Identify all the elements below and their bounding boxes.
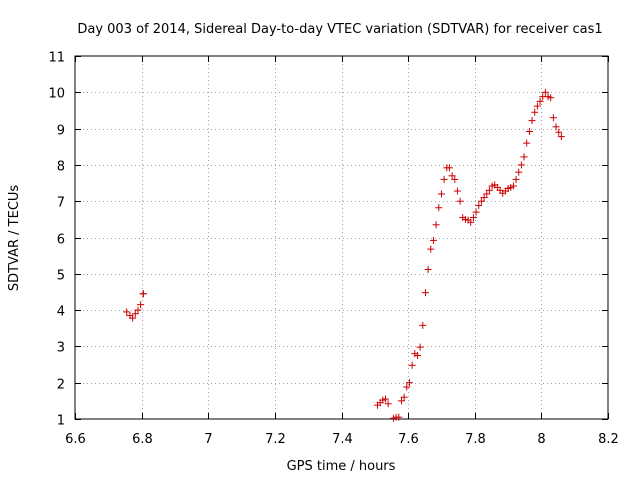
data-point bbox=[485, 186, 493, 194]
y-tick-label: 6 bbox=[57, 233, 65, 248]
data-point bbox=[123, 308, 131, 316]
data-point bbox=[432, 221, 440, 229]
data-point bbox=[437, 190, 445, 198]
data-point bbox=[536, 97, 544, 105]
data-point bbox=[475, 202, 483, 210]
data-point bbox=[427, 245, 435, 253]
y-tick-label: 10 bbox=[48, 87, 65, 102]
plot-frame bbox=[74, 55, 609, 420]
data-point bbox=[381, 395, 389, 403]
data-point bbox=[472, 208, 480, 216]
data-point bbox=[137, 301, 145, 309]
chart-title: Day 003 of 2014, Sidereal Day-to-day VTE… bbox=[77, 22, 602, 37]
data-point bbox=[531, 108, 539, 116]
y-tick-label: 8 bbox=[57, 160, 65, 175]
y-tick-label: 3 bbox=[57, 341, 65, 356]
y-tick-label: 4 bbox=[57, 305, 65, 320]
x-tick-labels: 6.6 6.8 7 7.2 7.4 7.6 7.8 8 8.2 bbox=[65, 432, 619, 447]
data-point bbox=[448, 172, 456, 180]
data-point bbox=[395, 413, 403, 421]
data-point bbox=[403, 383, 411, 391]
data-point bbox=[440, 175, 448, 183]
data-point bbox=[435, 204, 443, 212]
data-point bbox=[552, 123, 560, 131]
data-point bbox=[416, 343, 424, 351]
x-tick-label: 7.2 bbox=[265, 432, 286, 447]
data-point bbox=[419, 321, 427, 329]
data-point bbox=[557, 133, 565, 141]
data-point bbox=[139, 290, 147, 298]
data-point bbox=[549, 114, 557, 122]
y-tick-label: 7 bbox=[57, 196, 65, 211]
data-point bbox=[429, 236, 437, 244]
grid-lines bbox=[75, 56, 608, 419]
x-tick-label: 7.4 bbox=[332, 432, 353, 447]
data-point bbox=[533, 102, 541, 110]
data-point bbox=[384, 400, 392, 408]
x-tick-label: 7.6 bbox=[398, 432, 419, 447]
data-point bbox=[134, 306, 142, 314]
data-point bbox=[477, 197, 485, 205]
data-point bbox=[523, 139, 531, 147]
data-point bbox=[408, 361, 416, 369]
data-point bbox=[555, 128, 563, 136]
data-point bbox=[512, 175, 520, 183]
data-point bbox=[129, 314, 137, 322]
data-point bbox=[413, 351, 421, 359]
data-point bbox=[525, 128, 533, 136]
data-series-sdtvar bbox=[123, 88, 565, 422]
data-point bbox=[456, 197, 464, 205]
data-point bbox=[467, 218, 475, 226]
data-point bbox=[421, 289, 429, 297]
data-point bbox=[515, 168, 523, 176]
data-point bbox=[541, 88, 549, 96]
y-tick-label: 1 bbox=[57, 414, 65, 429]
data-point bbox=[453, 187, 461, 195]
x-tick-label: 7.8 bbox=[465, 432, 486, 447]
data-point bbox=[547, 94, 555, 102]
x-tick-label: 7 bbox=[204, 432, 212, 447]
data-point bbox=[483, 190, 491, 198]
y-axis-label: SDTVAR / TECUs bbox=[7, 185, 22, 292]
data-point bbox=[520, 153, 528, 161]
data-point bbox=[424, 265, 432, 273]
y-tick-label: 2 bbox=[57, 378, 65, 393]
data-point bbox=[517, 161, 525, 169]
data-point bbox=[451, 175, 459, 183]
x-tick-label: 6.8 bbox=[132, 432, 153, 447]
y-tick-label: 11 bbox=[48, 51, 65, 66]
y-tick-label: 5 bbox=[57, 269, 65, 284]
data-point bbox=[469, 214, 477, 222]
data-point bbox=[509, 182, 517, 190]
data-point bbox=[400, 393, 408, 401]
axis-ticks bbox=[75, 56, 609, 420]
data-point bbox=[528, 117, 536, 125]
x-axis-label: GPS time / hours bbox=[287, 459, 396, 474]
x-tick-label: 8.2 bbox=[598, 432, 619, 447]
data-point bbox=[131, 310, 139, 318]
x-tick-label: 8 bbox=[537, 432, 545, 447]
data-point bbox=[397, 397, 405, 405]
data-point bbox=[445, 164, 453, 172]
y-tick-labels: 1 2 3 4 5 6 7 8 9 10 11 bbox=[48, 51, 65, 429]
x-tick-label: 6.6 bbox=[65, 432, 86, 447]
data-point bbox=[405, 379, 413, 387]
y-tick-label: 9 bbox=[57, 124, 65, 139]
data-point bbox=[480, 194, 488, 202]
